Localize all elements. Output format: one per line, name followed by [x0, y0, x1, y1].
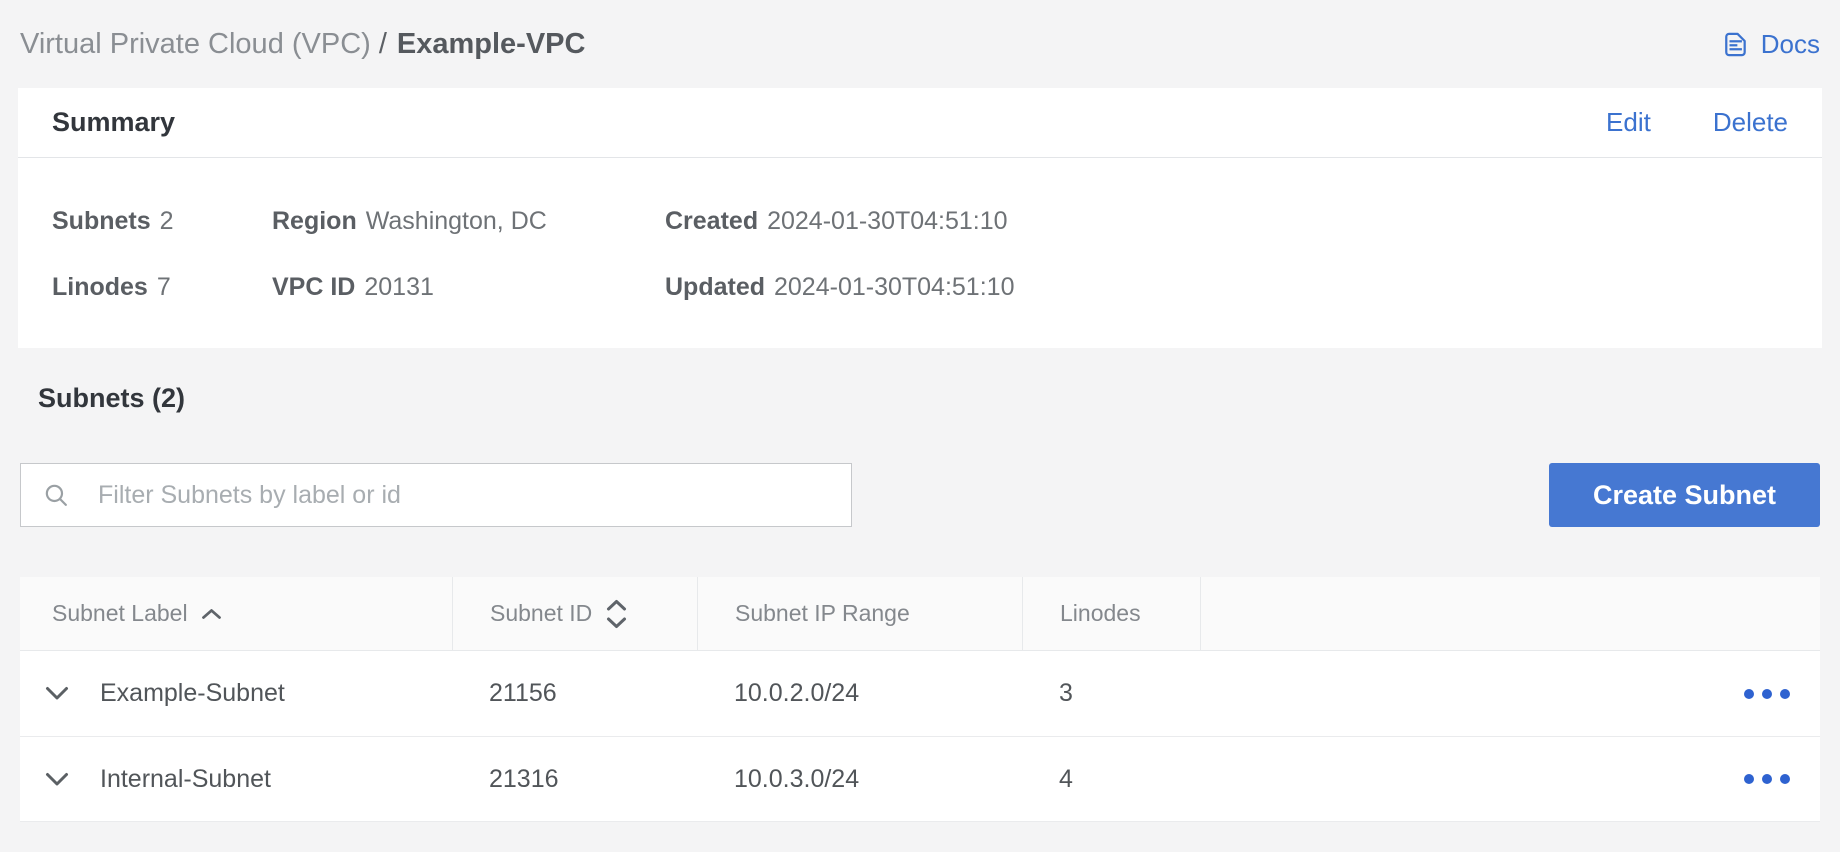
- subnet-ip-range-cell: 10.0.3.0/24: [734, 764, 860, 793]
- subnets-heading: Subnets (2): [38, 383, 186, 413]
- column-label: Subnet ID: [490, 600, 593, 626]
- row-action-menu-button[interactable]: [1740, 766, 1794, 792]
- subnets-table-header: Subnet Label Subnet ID Subnet IP Rang: [20, 577, 1820, 651]
- search-icon: [43, 482, 70, 509]
- docs-label: Docs: [1760, 28, 1820, 59]
- table-row-example-subnet: Example-Subnet 21156 10.0.2.0/24 3: [20, 651, 1820, 737]
- field-value: Washington, DC: [365, 207, 547, 235]
- field-label: Updated: [665, 273, 765, 301]
- field-value: 20131: [364, 273, 434, 301]
- summary-details: Subnets 2 Region Washington, DC Created 202…: [18, 158, 1822, 348]
- docs-link[interactable]: Docs: [1719, 29, 1820, 60]
- table-row-internal-subnet: Internal-Subnet 21316 10.0.3.0/24 4: [20, 737, 1820, 822]
- summary-title: Summary: [52, 107, 176, 137]
- vpc-detail-page: Virtual Private Cloud (VPC) / Example-VPC …: [18, 0, 1822, 822]
- dot-icon: [1780, 688, 1790, 699]
- breadcrumb-current: Example-VPC: [396, 28, 586, 60]
- field-label: Subnets: [52, 207, 151, 235]
- create-subnet-button[interactable]: Create Subnet: [1548, 463, 1820, 527]
- field-label: VPC ID: [272, 273, 356, 301]
- field-value: 2024-01-30T04:51:10: [767, 207, 1008, 235]
- subnet-id-cell: 21156: [489, 679, 557, 707]
- field-label: Linodes: [52, 273, 148, 301]
- column-header-actions: [1200, 577, 1820, 650]
- summary-field-subnets: Subnets 2: [52, 206, 272, 236]
- subnet-label: Example-Subnet: [100, 679, 285, 707]
- dot-icon: [1762, 688, 1772, 699]
- subnet-linodes-cell: 3: [1059, 679, 1073, 707]
- subnet-actions-cell: [1200, 681, 1820, 707]
- subnet-label-cell: Internal-Subnet: [20, 764, 452, 794]
- dot-icon: [1780, 774, 1790, 784]
- breadcrumb-root-link[interactable]: Virtual Private Cloud (VPC): [20, 28, 371, 60]
- summary-field-updated: Updated 2024-01-30T04:51:10: [665, 272, 1788, 302]
- field-value: 2: [159, 207, 174, 235]
- summary-actions: Edit Delete: [1606, 107, 1788, 138]
- column-label: Subnet IP Range: [735, 600, 910, 626]
- field-label: Region: [272, 207, 357, 235]
- subnet-id-cell: 21316: [489, 764, 559, 793]
- summary-field-linodes: Linodes 7: [52, 272, 272, 302]
- dot-icon: [1762, 774, 1772, 784]
- summary-field-region: Region Washington, DC: [272, 206, 665, 236]
- dot-icon: [1744, 688, 1754, 699]
- summary-header: Summary Edit Delete: [18, 88, 1822, 158]
- subnet-linodes-cell: 4: [1059, 764, 1073, 793]
- row-action-menu-button[interactable]: [1740, 681, 1794, 707]
- row-expand-button[interactable]: [42, 679, 72, 709]
- docs-icon: [1719, 29, 1750, 60]
- dot-icon: [1744, 774, 1754, 784]
- summary-field-vpc-id: VPC ID 20131: [272, 272, 665, 302]
- subnet-label: Internal-Subnet: [100, 764, 271, 793]
- topbar: Virtual Private Cloud (VPC) / Example-VPC …: [18, 0, 1822, 88]
- summary-panel: Summary Edit Delete Subnets 2 Region Washi…: [18, 88, 1822, 348]
- subnet-ip-range-cell: 10.0.2.0/24: [734, 679, 860, 707]
- breadcrumb-separator: /: [378, 28, 387, 60]
- column-header-subnet-ip-range: Subnet IP Range: [697, 577, 1022, 650]
- subnets-toolbar: Create Subnet: [18, 463, 1822, 527]
- row-expand-button[interactable]: [42, 764, 72, 794]
- summary-field-created: Created 2024-01-30T04:51:10: [665, 206, 1788, 236]
- subnet-actions-cell: [1200, 766, 1820, 792]
- field-label: Created: [665, 207, 759, 235]
- subnet-label-cell: Example-Subnet: [20, 679, 452, 709]
- column-header-subnet-id[interactable]: Subnet ID: [452, 577, 697, 650]
- column-label: Linodes: [1060, 600, 1141, 626]
- sort-asc-icon: [201, 608, 222, 620]
- subnets-table: Subnet Label Subnet ID Subnet IP Rang: [20, 577, 1820, 822]
- sort-both-icon: [605, 597, 628, 631]
- edit-button[interactable]: Edit: [1606, 107, 1651, 137]
- column-label: Subnet Label: [52, 600, 188, 626]
- breadcrumb: Virtual Private Cloud (VPC) / Example-VPC: [20, 27, 585, 61]
- field-value: 7: [156, 273, 171, 301]
- column-header-linodes: Linodes: [1022, 577, 1200, 650]
- delete-button[interactable]: Delete: [1712, 107, 1788, 137]
- subnet-filter-box: [20, 463, 852, 527]
- subnet-filter-input[interactable]: [70, 464, 851, 526]
- column-header-subnet-label[interactable]: Subnet Label: [20, 577, 452, 650]
- field-value: 2024-01-30T04:51:10: [774, 273, 1015, 301]
